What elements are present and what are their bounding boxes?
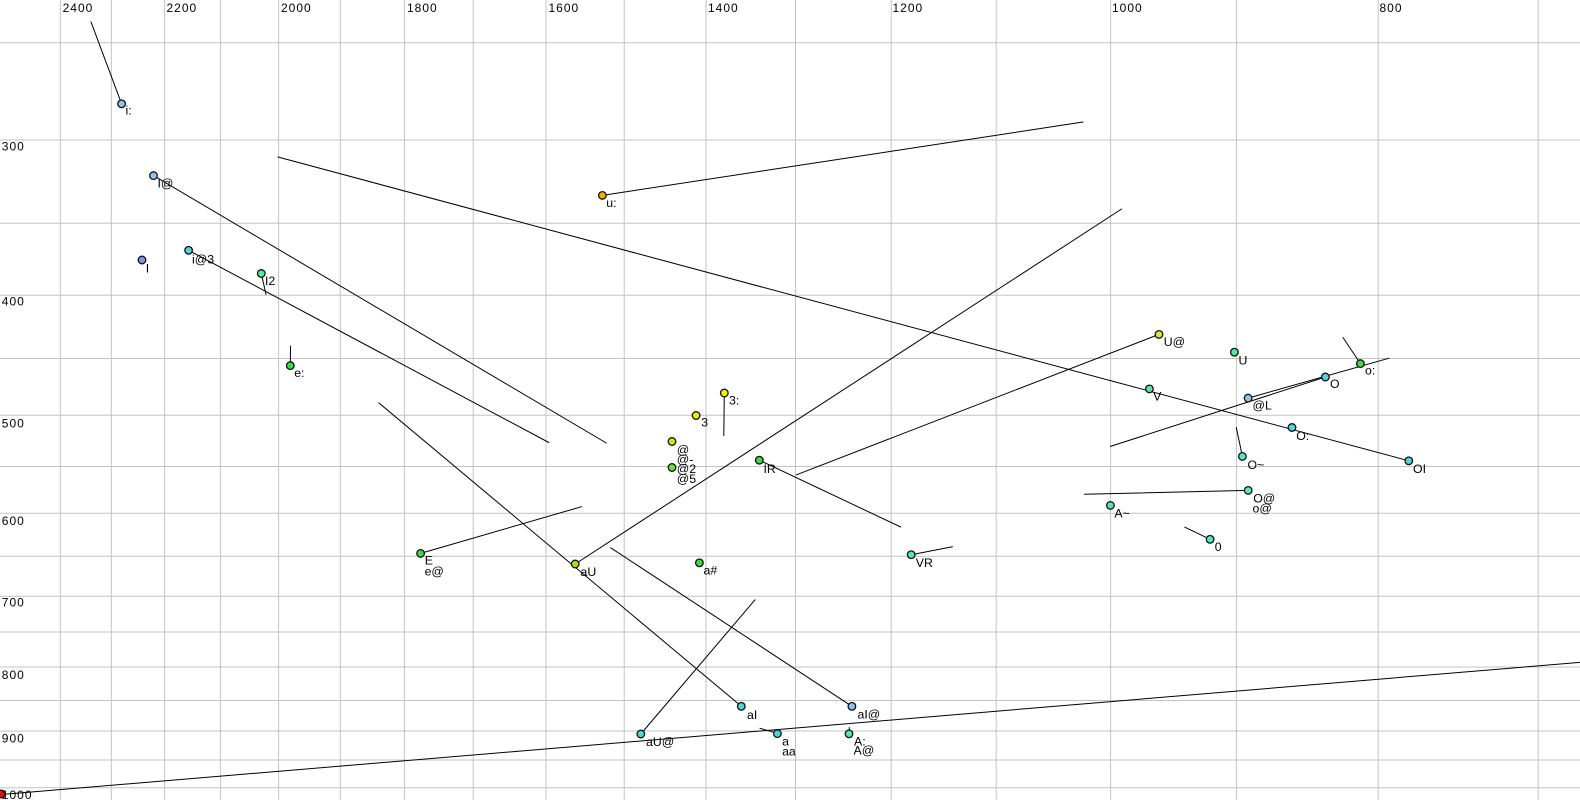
svg-text:2000: 2000 — [281, 1, 312, 15]
svg-text:I@: I@ — [158, 177, 174, 191]
svg-text:@2: @2 — [677, 462, 696, 476]
svg-text:aI@: aI@ — [858, 708, 881, 722]
svg-text:500: 500 — [2, 417, 25, 431]
svg-text:A@: A@ — [854, 743, 875, 757]
svg-text:a#: a# — [704, 563, 718, 577]
svg-text:300: 300 — [2, 139, 25, 153]
svg-text:@L: @L — [1253, 399, 1272, 413]
svg-text:3:: 3: — [729, 394, 739, 408]
svg-text:aU: aU — [581, 565, 597, 579]
svg-text:O@: O@ — [1253, 491, 1275, 505]
svg-text:a: a — [782, 735, 789, 749]
svg-text:600: 600 — [2, 514, 25, 528]
svg-text:E: E — [425, 554, 433, 568]
svg-text:i@3: i@3 — [192, 253, 214, 267]
svg-text:3: 3 — [701, 415, 708, 429]
svg-text:1000: 1000 — [2, 788, 33, 800]
svg-text:2400: 2400 — [63, 1, 94, 15]
svg-text:U@: U@ — [1164, 335, 1185, 349]
svg-text:@-: @- — [677, 453, 694, 467]
svg-text:O:: O: — [1296, 429, 1309, 443]
svg-text:I2: I2 — [265, 274, 275, 288]
svg-text:700: 700 — [2, 595, 25, 609]
svg-text:O: O — [1330, 377, 1340, 391]
svg-text:e@: e@ — [425, 565, 444, 579]
svg-text:900: 900 — [2, 732, 25, 746]
svg-text:I: I — [146, 262, 149, 276]
svg-text:e:: e: — [294, 366, 304, 380]
svg-text:1600: 1600 — [549, 1, 580, 15]
svg-text:1800: 1800 — [407, 1, 438, 15]
svg-text:2200: 2200 — [167, 1, 198, 15]
svg-text:A~: A~ — [1114, 507, 1129, 521]
svg-text:u:: u: — [606, 196, 616, 210]
svg-text:aI: aI — [747, 708, 757, 722]
svg-text:@5: @5 — [677, 472, 696, 486]
svg-text:A:: A: — [854, 735, 866, 749]
svg-text:VR: VR — [916, 556, 933, 570]
svg-text:@: @ — [677, 443, 689, 457]
svg-text:O~: O~ — [1248, 458, 1265, 472]
svg-text:400: 400 — [2, 295, 25, 309]
svg-text:800: 800 — [2, 668, 25, 682]
svg-text:o@: o@ — [1253, 501, 1272, 515]
svg-text:o:: o: — [1365, 364, 1375, 378]
svg-text:i:: i: — [126, 104, 132, 118]
svg-text:800: 800 — [1380, 1, 1403, 15]
svg-text:1400: 1400 — [708, 1, 739, 15]
svg-text:U: U — [1239, 353, 1248, 367]
svg-text:aa: aa — [782, 744, 796, 758]
svg-text:1000: 1000 — [1112, 1, 1143, 15]
svg-text:OI: OI — [1413, 462, 1426, 476]
svg-text:IR: IR — [764, 462, 776, 476]
svg-text:0: 0 — [1215, 540, 1222, 554]
svg-text:1200: 1200 — [893, 1, 924, 15]
svg-text:aU@: aU@ — [646, 735, 674, 749]
svg-text:V: V — [1153, 390, 1162, 404]
